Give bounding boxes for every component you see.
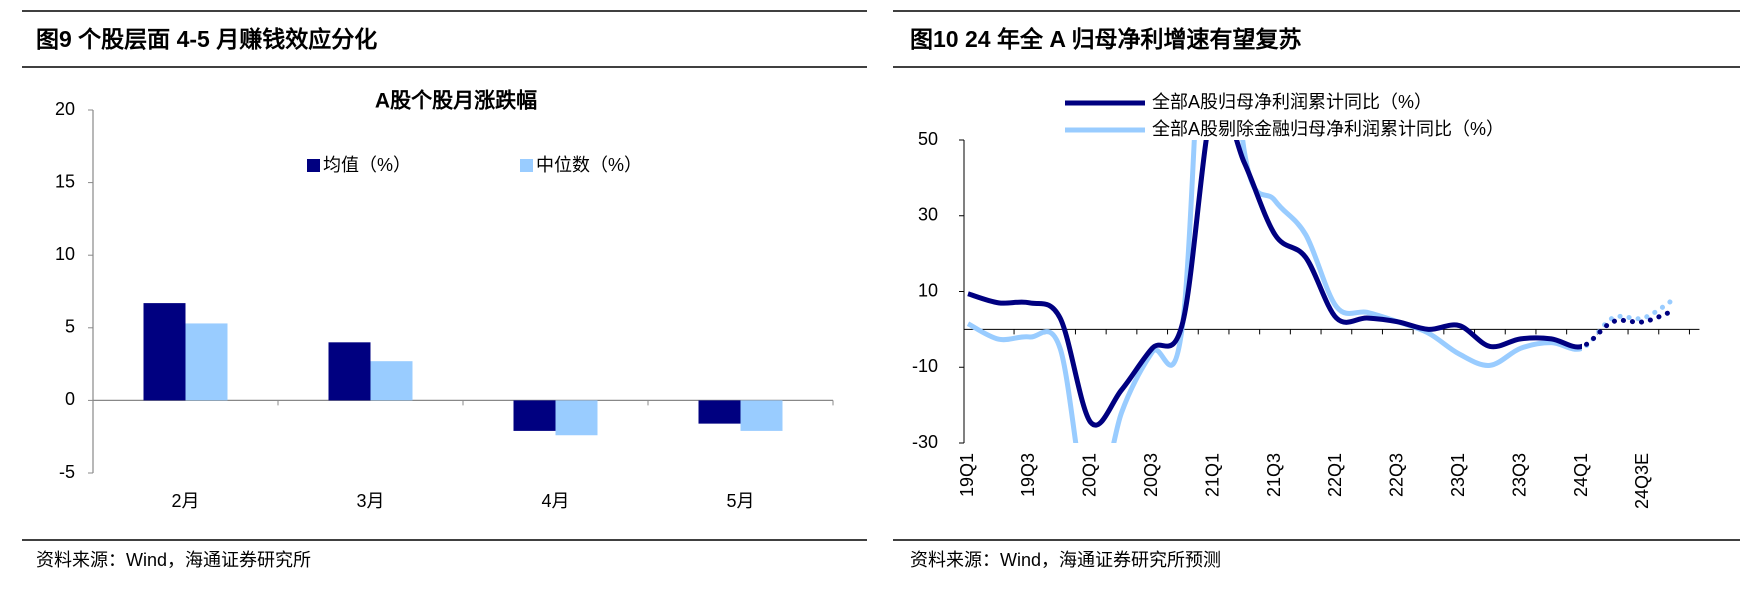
bar	[328, 342, 371, 401]
x-tick-label: 21Q1	[1202, 453, 1222, 497]
x-tick-label: 20Q3	[1141, 453, 1161, 497]
x-tick-label: 20Q1	[1080, 453, 1100, 497]
y-tick-label: 10	[918, 280, 938, 300]
source: 资料来源：Wind，海通证券研究所	[36, 550, 311, 570]
y-tick-label: -10	[912, 356, 938, 376]
x-tick-label: 21Q3	[1264, 453, 1284, 497]
bar	[513, 400, 556, 431]
y-tick-label: -30	[912, 432, 938, 452]
bar	[143, 303, 186, 401]
y-tick-label: 0	[65, 389, 75, 409]
y-tick-label: 15	[55, 171, 75, 191]
bar	[370, 361, 413, 401]
y-tick-label: 10	[55, 244, 75, 264]
bar	[740, 400, 783, 431]
x-tick-label: 22Q1	[1325, 453, 1345, 497]
panel-title: 图9 个股层面 4-5 月赚钱效应分化	[36, 26, 377, 52]
x-tick-label: 19Q3	[1018, 453, 1038, 497]
series-line	[966, 140, 1582, 443]
chart-title: A股个股月涨跌幅	[375, 90, 537, 113]
legend-label: 均值（%）	[323, 155, 411, 175]
x-tick-label: 22Q3	[1387, 453, 1407, 497]
legend-swatch	[307, 159, 320, 172]
bar	[698, 400, 741, 424]
x-tick-label: 4月	[541, 491, 569, 511]
legend-label: 全部A股剔除金融归母净利润累计同比（%）	[1152, 119, 1504, 139]
x-tick-label: 5月	[726, 491, 754, 511]
x-tick-label: 23Q1	[1448, 453, 1468, 497]
x-tick-label: 3月	[356, 491, 384, 511]
x-tick-label: 2月	[171, 491, 199, 511]
legend-label: 全部A股归母净利润累计同比（%）	[1152, 92, 1432, 112]
y-tick-label: 50	[918, 129, 938, 149]
x-tick-label: 24Q3E	[1632, 453, 1652, 509]
legend-label: 中位数（%）	[536, 155, 642, 175]
bar	[185, 323, 228, 401]
y-tick-label: 20	[55, 99, 75, 119]
y-tick-label: 30	[918, 205, 938, 225]
y-tick-label: -5	[59, 462, 75, 482]
y-tick-label: 5	[65, 317, 75, 337]
x-tick-label: 19Q1	[957, 453, 977, 497]
legend-swatch	[520, 159, 533, 172]
x-tick-label: 23Q3	[1509, 453, 1529, 497]
bar	[555, 400, 598, 436]
x-tick-label: 24Q1	[1571, 453, 1591, 497]
series-line	[967, 140, 1582, 428]
panel-title: 图10 24 年全 A 归母净利增速有望复苏	[910, 26, 1301, 52]
source: 资料来源：Wind，海通证券研究所预测	[910, 550, 1221, 570]
